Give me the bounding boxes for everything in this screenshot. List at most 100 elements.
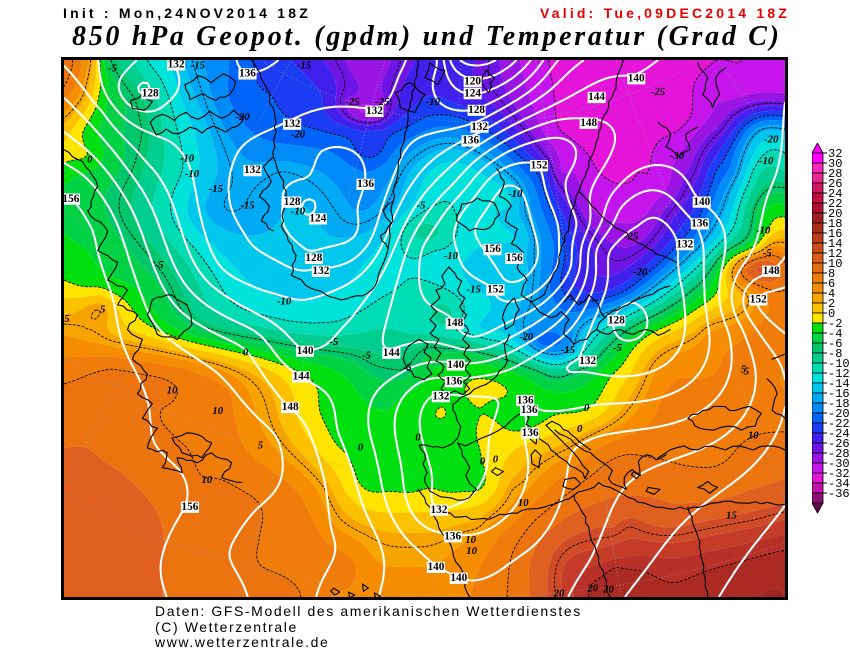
svg-text:-25: -25 xyxy=(624,230,639,242)
svg-text:-5: -5 xyxy=(329,336,339,348)
svg-text:132: 132 xyxy=(471,121,488,133)
svg-text:5: 5 xyxy=(100,303,106,315)
svg-text:136: 136 xyxy=(445,376,462,388)
svg-text:140: 140 xyxy=(297,345,314,357)
svg-text:132: 132 xyxy=(676,238,693,250)
svg-text:26: 26 xyxy=(828,177,842,191)
svg-text:-5: -5 xyxy=(108,63,118,75)
svg-text:144: 144 xyxy=(383,347,400,359)
svg-text:-12: -12 xyxy=(828,367,850,381)
svg-text:-2: -2 xyxy=(828,317,842,331)
svg-text:156: 156 xyxy=(484,243,501,255)
svg-text:136: 136 xyxy=(691,218,708,230)
svg-text:128: 128 xyxy=(608,314,625,326)
svg-text:0: 0 xyxy=(577,423,583,435)
svg-text:148: 148 xyxy=(763,265,780,277)
svg-text:24: 24 xyxy=(828,187,842,201)
svg-text:-15: -15 xyxy=(297,60,312,71)
svg-text:128: 128 xyxy=(142,87,159,99)
svg-text:148: 148 xyxy=(282,401,299,413)
svg-text:-30: -30 xyxy=(828,457,850,471)
svg-text:128: 128 xyxy=(284,196,301,208)
svg-text:156: 156 xyxy=(181,501,198,513)
svg-text:-15: -15 xyxy=(191,60,206,71)
svg-text:32: 32 xyxy=(828,147,842,161)
svg-text:-5: -5 xyxy=(403,362,413,374)
svg-text:132: 132 xyxy=(284,118,301,130)
svg-text:156: 156 xyxy=(506,252,523,264)
svg-text:144: 144 xyxy=(293,371,310,383)
svg-text:-20: -20 xyxy=(519,331,534,343)
svg-text:14: 14 xyxy=(828,237,842,251)
svg-text:10: 10 xyxy=(201,474,212,486)
svg-text:0: 0 xyxy=(828,307,835,321)
svg-text:-10: -10 xyxy=(444,250,459,262)
svg-text:20: 20 xyxy=(828,207,842,221)
svg-text:-20: -20 xyxy=(764,134,779,146)
svg-text:136: 136 xyxy=(522,427,539,439)
svg-text:-34: -34 xyxy=(828,477,850,491)
svg-text:-24: -24 xyxy=(828,427,850,441)
svg-text:152: 152 xyxy=(750,294,767,306)
svg-text:15: 15 xyxy=(726,510,737,522)
svg-text:-20: -20 xyxy=(633,266,648,278)
svg-text:10: 10 xyxy=(828,257,842,271)
svg-text:-20: -20 xyxy=(235,111,250,123)
svg-text:140: 140 xyxy=(427,561,444,573)
svg-text:-16: -16 xyxy=(828,387,850,401)
svg-text:132: 132 xyxy=(432,390,449,402)
svg-text:2: 2 xyxy=(828,297,835,311)
svg-text:10: 10 xyxy=(748,430,759,442)
svg-text:10: 10 xyxy=(465,534,476,546)
svg-text:-25: -25 xyxy=(375,96,390,108)
svg-text:22: 22 xyxy=(828,197,842,211)
svg-text:5: 5 xyxy=(741,364,747,376)
svg-text:132: 132 xyxy=(431,504,448,516)
svg-text:12: 12 xyxy=(828,247,842,261)
svg-text:-10: -10 xyxy=(180,152,195,164)
svg-text:-36: -36 xyxy=(828,487,850,501)
svg-text:-4: -4 xyxy=(828,327,842,341)
svg-text:18: 18 xyxy=(828,217,842,231)
svg-text:140: 140 xyxy=(628,73,645,85)
svg-text:10: 10 xyxy=(518,497,529,509)
svg-text:148: 148 xyxy=(446,317,463,329)
svg-text:-18: -18 xyxy=(828,397,850,411)
svg-text:-10: -10 xyxy=(185,168,200,180)
svg-text:0: 0 xyxy=(493,453,499,465)
svg-text:0: 0 xyxy=(87,153,93,165)
svg-text:136: 136 xyxy=(239,68,256,80)
svg-text:132: 132 xyxy=(366,105,383,117)
svg-text:132: 132 xyxy=(168,60,185,71)
svg-text:152: 152 xyxy=(487,284,504,296)
svg-text:-5: -5 xyxy=(417,200,427,212)
svg-text:20: 20 xyxy=(602,584,614,596)
svg-text:-15: -15 xyxy=(561,344,576,356)
svg-text:-10: -10 xyxy=(508,188,523,200)
svg-text:144: 144 xyxy=(588,91,605,103)
svg-text:5: 5 xyxy=(64,313,70,325)
svg-text:-15: -15 xyxy=(467,284,482,296)
svg-text:4: 4 xyxy=(828,287,835,301)
svg-text:-10: -10 xyxy=(759,155,774,167)
svg-text:-25: -25 xyxy=(345,96,360,108)
svg-text:5: 5 xyxy=(744,366,750,378)
svg-text:-10: -10 xyxy=(291,206,306,218)
svg-text:-5: -5 xyxy=(362,350,372,362)
svg-text:0: 0 xyxy=(480,455,486,467)
svg-text:-20: -20 xyxy=(291,129,306,141)
svg-text:0: 0 xyxy=(584,402,590,414)
svg-text:16: 16 xyxy=(828,227,842,241)
svg-text:140: 140 xyxy=(447,359,464,371)
svg-text:0: 0 xyxy=(415,432,421,444)
svg-text:-10: -10 xyxy=(277,295,292,307)
svg-text:136: 136 xyxy=(517,394,534,406)
svg-text:10: 10 xyxy=(167,384,178,396)
svg-text:-22: -22 xyxy=(828,417,850,431)
svg-text:-5: -5 xyxy=(155,259,165,271)
svg-text:-8: -8 xyxy=(828,347,842,361)
svg-text:-5: -5 xyxy=(763,247,773,259)
svg-text:124: 124 xyxy=(309,213,326,225)
svg-text:28: 28 xyxy=(828,167,842,181)
svg-text:156: 156 xyxy=(64,193,80,205)
